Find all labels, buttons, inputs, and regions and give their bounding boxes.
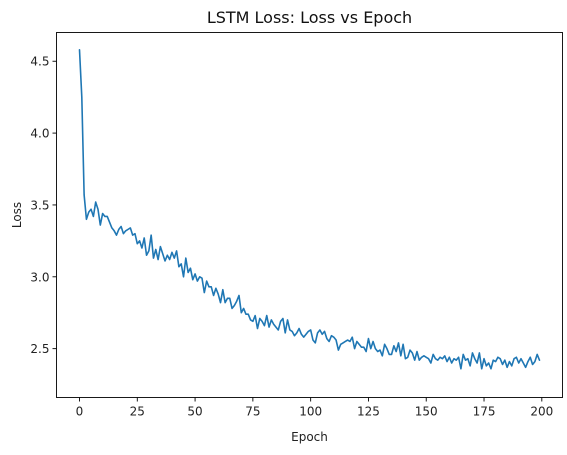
x-tick-label: 0 — [76, 405, 84, 419]
x-tick-label: 200 — [530, 405, 553, 419]
x-tick-label: 150 — [415, 405, 438, 419]
x-tick-label: 75 — [245, 405, 260, 419]
plot-area-frame — [56, 32, 563, 398]
x-tick-label: 100 — [299, 405, 322, 419]
x-axis: 0 25 50 75 100 125 150 175 200 — [76, 397, 553, 419]
y-tick-label: 4.5 — [30, 55, 49, 69]
x-tick-label: 125 — [357, 405, 380, 419]
y-axis: 2.5 3.0 3.5 4.0 4.5 — [30, 55, 57, 356]
y-tick-label: 4.0 — [30, 127, 49, 141]
y-tick-label: 3.5 — [30, 198, 49, 212]
chart-title: LSTM Loss: Loss vs Epoch — [207, 8, 412, 27]
x-axis-label: Epoch — [291, 430, 328, 444]
x-tick-label: 25 — [130, 405, 145, 419]
x-tick-label: 50 — [187, 405, 202, 419]
loss-series-line — [78, 48, 541, 370]
y-tick-label: 2.5 — [30, 342, 49, 356]
y-axis-label: Loss — [10, 202, 24, 228]
y-tick-label: 3.0 — [30, 270, 49, 284]
x-tick-label: 175 — [473, 405, 496, 419]
